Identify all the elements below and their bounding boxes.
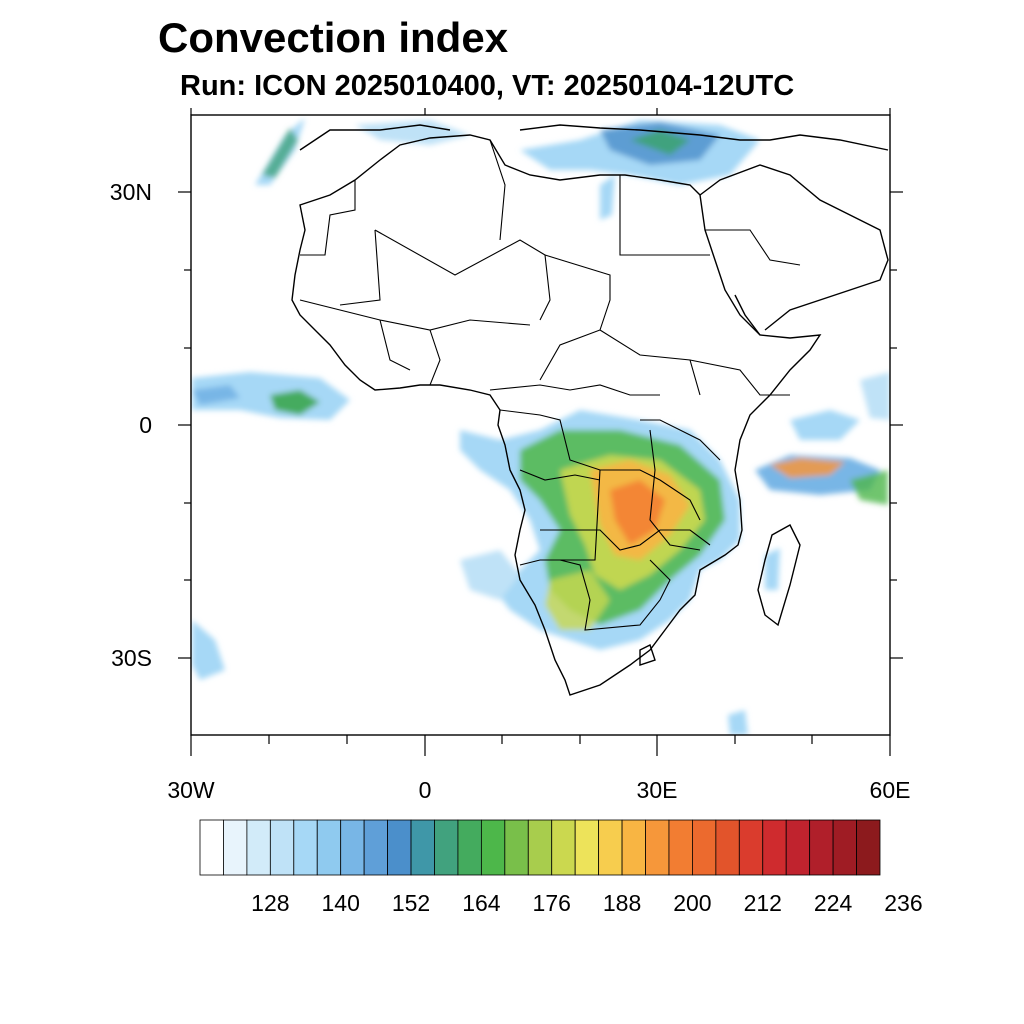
colorbar-swatch [715,819,740,876]
lon-label-0: 0 [419,777,432,803]
colorbar-swatch [223,819,248,876]
colorbar-label: 164 [462,890,501,916]
colorbar-label: 188 [603,890,641,916]
colorbar-label: 152 [392,890,430,916]
colorbar-label: 128 [251,890,289,916]
colorbar-swatch [457,819,482,876]
latitude-axis [178,191,903,659]
colorbar-label: 236 [884,890,922,916]
lat-label-30n: 30N [110,179,152,205]
colorbar-swatch [199,819,224,876]
colorbar-swatch [574,819,600,876]
colorbar-swatch [340,819,365,876]
map-subtitle: Run: ICON 2025010400, VT: 20250104-12UTC [180,70,795,102]
colorbar-swatch [363,819,388,876]
colorbar-label: 212 [744,890,782,916]
colorbar-swatch [762,819,787,876]
longitude-axis [190,108,891,756]
colorbar-swatch [598,819,623,876]
colorbar-swatch [785,819,811,876]
colorbar-label: 140 [322,890,360,916]
colorbar-label: 200 [673,890,711,916]
lat-label-0: 0 [139,412,152,438]
lon-label-30w: 30W [167,777,215,803]
colorbar-swatch [809,819,834,876]
lon-label-30e: 30E [637,777,678,803]
colorbar-swatch [692,819,717,876]
colorbar-swatch [480,819,506,876]
colorbar-swatch [832,819,857,876]
colorbar-label: 176 [533,890,571,916]
colorbar-swatch [293,819,318,876]
colorbar-swatch [316,819,342,876]
colorbar-swatch [856,819,881,876]
colorbar-swatch [246,819,271,876]
country-borders [299,139,801,631]
colorbar-swatch [527,819,553,876]
colorbar-swatch [387,819,412,876]
colorbar-label: 224 [814,890,853,916]
colorbar-swatch [410,819,435,876]
lat-label-30s: 30S [111,645,152,671]
colorbar-swatch [668,819,693,876]
lon-label-60e: 60E [870,777,911,803]
colorbar-swatch [551,819,576,876]
colorbar: 128 140 152 164 176 188 200 212 224 236 [199,819,923,916]
coastlines [291,124,889,696]
map-frame [190,114,891,736]
colorbar-swatch [269,819,295,876]
colorbar-swatch [504,819,529,876]
colorbar-swatch [738,819,764,876]
convection-field [192,118,890,735]
colorbar-swatch [645,819,670,876]
map-title: Convection index [158,14,509,61]
map-panel [192,118,890,735]
colorbar-swatch [621,819,646,876]
colorbar-swatch [434,819,459,876]
